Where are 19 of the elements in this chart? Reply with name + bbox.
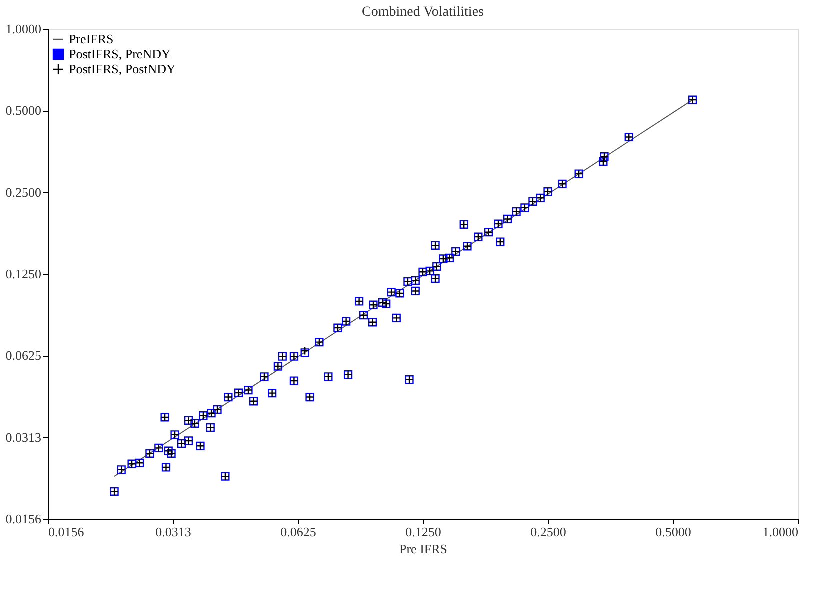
legend-label: PostIFRS, PostNDY xyxy=(69,62,177,76)
x-axis-title: Pre IFRS xyxy=(399,542,448,556)
legend-label: PostIFRS, PreNDY xyxy=(69,46,172,62)
y-tick-label: 0.0156 xyxy=(6,512,42,526)
x-tick-label: 1.0000 xyxy=(762,524,798,540)
y-tick-label: 1.0000 xyxy=(6,22,42,36)
y-tick-label: 0.0313 xyxy=(6,430,42,445)
legend-label: PreIFRS xyxy=(69,32,114,46)
x-tick-label: 0.5000 xyxy=(656,524,692,540)
x-tick-label: 0.2500 xyxy=(530,524,566,540)
x-tick-label: 0.0313 xyxy=(156,524,192,540)
x-tick-label: 0.0156 xyxy=(48,524,85,540)
x-tick-label: 0.0625 xyxy=(280,524,316,540)
y-tick-label: 0.5000 xyxy=(6,103,42,118)
chart-title: Combined Volatilities xyxy=(362,5,484,20)
y-tick-label: 0.1250 xyxy=(6,266,42,282)
y-tick-label: 0.2500 xyxy=(6,184,42,200)
x-tick-label: 0.1250 xyxy=(406,524,442,540)
y-tick-label: 0.0625 xyxy=(6,348,42,364)
